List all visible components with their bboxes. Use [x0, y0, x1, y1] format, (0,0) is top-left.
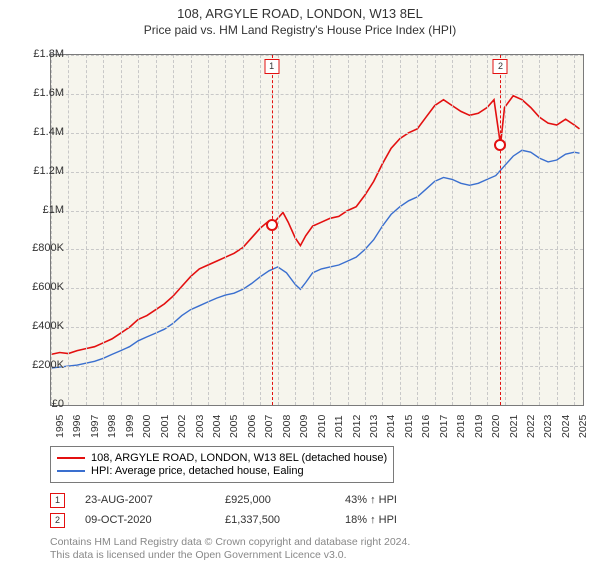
x-axis-label: 2000: [141, 415, 153, 438]
y-axis-label: £0: [18, 398, 64, 410]
x-axis-label: 2019: [473, 415, 485, 438]
x-axis-label: 2003: [194, 415, 206, 438]
transaction-price: £925,000: [225, 494, 345, 506]
x-axis-label: 2020: [490, 415, 502, 438]
chart-svg: [51, 55, 583, 405]
transaction-row: 1 23-AUG-2007 £925,000 43% ↑ HPI: [50, 490, 445, 510]
x-axis-label: 2021: [508, 415, 520, 438]
y-axis-label: £600K: [18, 281, 64, 293]
y-axis-label: £1M: [18, 204, 64, 216]
chart-subtitle: Price paid vs. HM Land Registry's House …: [0, 23, 600, 37]
x-axis-label: 2008: [281, 415, 293, 438]
x-axis-label: 1998: [106, 415, 118, 438]
attribution-line: This data is licensed under the Open Gov…: [50, 549, 410, 562]
x-axis-label: 2001: [159, 415, 171, 438]
legend-label: HPI: Average price, detached house, Eali…: [91, 465, 304, 477]
y-axis-label: £1.6M: [18, 87, 64, 99]
y-axis-label: £1.4M: [18, 126, 64, 138]
transaction-marker-box: 2: [50, 513, 65, 528]
x-axis-label: 2015: [403, 415, 415, 438]
legend-swatch: [57, 457, 85, 459]
transaction-marker: [494, 139, 506, 151]
x-axis-label: 2011: [333, 415, 345, 438]
legend-item: HPI: Average price, detached house, Eali…: [57, 465, 387, 477]
legend-label: 108, ARGYLE ROAD, LONDON, W13 8EL (detac…: [91, 452, 387, 464]
x-axis-label: 2004: [211, 415, 223, 438]
transaction-row: 2 09-OCT-2020 £1,337,500 18% ↑ HPI: [50, 510, 445, 530]
x-axis-label: 2023: [542, 415, 554, 438]
transaction-marker-box: 1: [50, 493, 65, 508]
x-axis-label: 2010: [316, 415, 328, 438]
x-axis-label: 2009: [298, 415, 310, 438]
x-axis-label: 2018: [455, 415, 467, 438]
x-axis-label: 2014: [385, 415, 397, 438]
transaction-date: 23-AUG-2007: [85, 494, 225, 506]
y-axis-label: £400K: [18, 320, 64, 332]
legend-box: 108, ARGYLE ROAD, LONDON, W13 8EL (detac…: [50, 446, 394, 483]
x-axis-label: 2016: [420, 415, 432, 438]
attribution-line: Contains HM Land Registry data © Crown c…: [50, 536, 410, 549]
x-axis-label: 2025: [577, 415, 589, 438]
y-axis-label: £1.2M: [18, 165, 64, 177]
x-axis-label: 2007: [263, 415, 275, 438]
x-axis-label: 2013: [368, 415, 380, 438]
legend-swatch: [57, 470, 85, 472]
x-axis-label: 2002: [176, 415, 188, 438]
transaction-diff: 18% ↑ HPI: [345, 514, 445, 526]
chart-plot-area: 12: [50, 54, 584, 406]
legend-item: 108, ARGYLE ROAD, LONDON, W13 8EL (detac…: [57, 452, 387, 464]
transaction-marker-label: 1: [264, 59, 279, 74]
transaction-price: £1,337,500: [225, 514, 345, 526]
x-axis-label: 2006: [246, 415, 258, 438]
x-axis-label: 2022: [525, 415, 537, 438]
chart-container: 108, ARGYLE ROAD, LONDON, W13 8EL Price …: [0, 6, 600, 566]
transaction-marker: [266, 219, 278, 231]
transaction-marker-label: 2: [493, 59, 508, 74]
transaction-diff: 43% ↑ HPI: [345, 494, 445, 506]
transaction-date: 09-OCT-2020: [85, 514, 225, 526]
x-axis-label: 2024: [560, 415, 572, 438]
chart-title: 108, ARGYLE ROAD, LONDON, W13 8EL: [0, 6, 600, 21]
x-axis-label: 1999: [124, 415, 136, 438]
y-axis-label: £800K: [18, 242, 64, 254]
x-axis-label: 1997: [89, 415, 101, 438]
x-axis-label: 1996: [71, 415, 83, 438]
x-axis-label: 1995: [54, 415, 66, 438]
y-axis-label: £1.8M: [18, 48, 64, 60]
attribution-text: Contains HM Land Registry data © Crown c…: [50, 536, 410, 562]
x-axis-label: 2005: [228, 415, 240, 438]
x-axis-label: 2017: [438, 415, 450, 438]
transactions-table: 1 23-AUG-2007 £925,000 43% ↑ HPI 2 09-OC…: [50, 490, 445, 530]
x-axis-label: 2012: [351, 415, 363, 438]
y-axis-label: £200K: [18, 359, 64, 371]
